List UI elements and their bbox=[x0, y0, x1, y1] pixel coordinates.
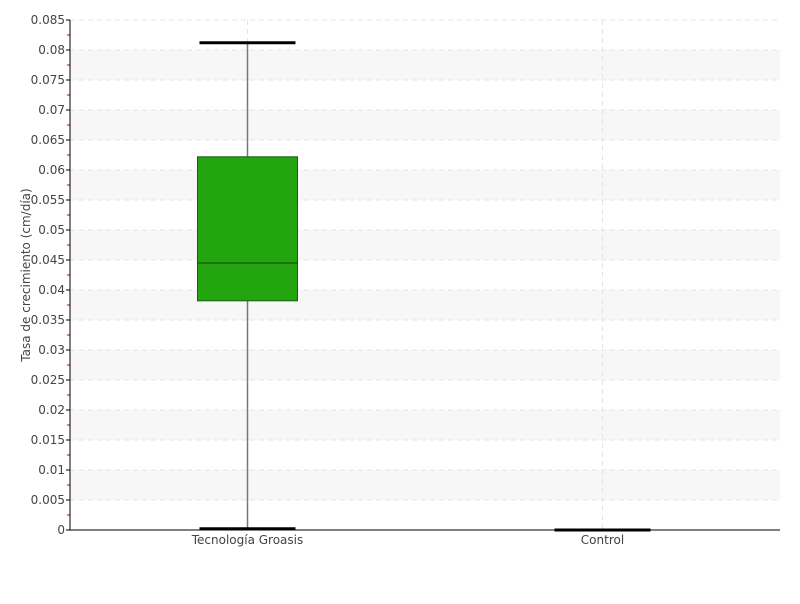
grid-band bbox=[70, 290, 780, 320]
y-tick-label: 0.04 bbox=[38, 283, 65, 297]
grid-band bbox=[70, 110, 780, 140]
grid-bands bbox=[70, 50, 780, 500]
x-axis: Tecnología Groasis Control bbox=[70, 529, 780, 547]
y-tick-label: 0.07 bbox=[38, 103, 65, 117]
y-tick-label: 0.055 bbox=[31, 193, 65, 207]
grid-band bbox=[70, 470, 780, 500]
grid-band bbox=[70, 50, 780, 80]
y-tick-label: 0.005 bbox=[31, 493, 65, 507]
y-tick-label: 0 bbox=[57, 523, 65, 537]
y-tick-label: 0.035 bbox=[31, 313, 65, 327]
box bbox=[197, 156, 298, 302]
y-axis: 0 0.005 0.01 0.015 0.02 0.025 0.03 0.035 0.04 0.0… bbox=[31, 13, 71, 537]
grid-band bbox=[70, 350, 780, 380]
grid-band bbox=[70, 230, 780, 260]
y-tick-label: 0.05 bbox=[38, 223, 65, 237]
y-tick-label: 0.015 bbox=[31, 433, 65, 447]
x-tick-label: Tecnología Groasis bbox=[191, 533, 304, 547]
y-tick-label: 0.025 bbox=[31, 373, 65, 387]
y-tick-label: 0.01 bbox=[38, 463, 65, 477]
boxes bbox=[197, 41, 651, 532]
y-tick-label: 0.06 bbox=[38, 163, 65, 177]
grid-band bbox=[70, 170, 780, 200]
y-tick-label: 0.085 bbox=[31, 13, 65, 27]
x-tick-label: Control bbox=[581, 533, 624, 547]
grid-band bbox=[70, 410, 780, 440]
y-tick-label: 0.03 bbox=[38, 343, 65, 357]
y-tick-label: 0.065 bbox=[31, 133, 65, 147]
gridlines bbox=[70, 19, 780, 530]
y-tick-label: 0.02 bbox=[38, 403, 65, 417]
y-tick-label: 0.045 bbox=[31, 253, 65, 267]
y-tick-label: 0.08 bbox=[38, 43, 65, 57]
y-axis-label: Tasa de crecimiento (cm/día) bbox=[19, 188, 33, 362]
y-tick-label: 0.075 bbox=[31, 73, 65, 87]
